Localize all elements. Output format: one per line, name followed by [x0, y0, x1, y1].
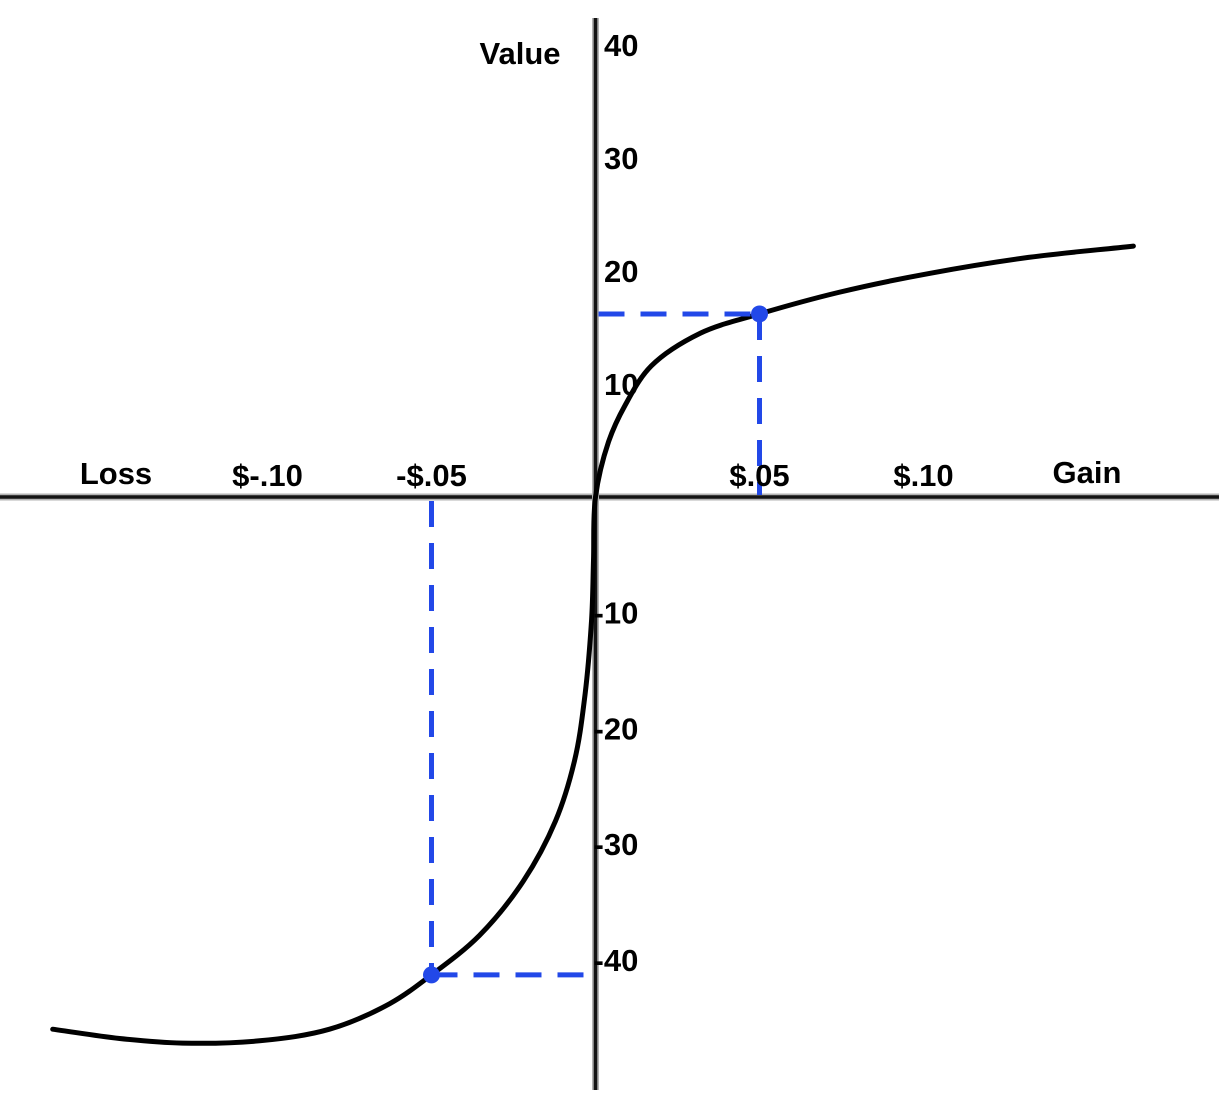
y-tick-label: 30: [604, 141, 638, 176]
x-axis-loss-label: Loss: [79, 456, 153, 491]
y-axis-title: Value: [479, 36, 561, 71]
x-tick-label: $-.10: [232, 458, 303, 493]
y-tick-label: 10: [604, 367, 638, 402]
y-tick-label: 40: [604, 28, 638, 63]
x-tick-label: -$.05: [396, 458, 467, 493]
x-tick-label: $.05: [729, 458, 789, 493]
x-axis-gain-label: Gain: [1052, 455, 1122, 490]
value-function-curve: [50, 243, 1136, 1046]
x-tick-label: $.10: [893, 458, 953, 493]
gain-point-marker: [751, 305, 768, 323]
y-tick-label: -20: [594, 711, 639, 746]
y-tick-label: -10: [594, 596, 639, 631]
y-tick-label: -30: [594, 827, 639, 862]
y-tick-label: -40: [594, 943, 639, 978]
y-tick-label: 20: [604, 254, 638, 289]
loss-point-marker: [423, 966, 440, 984]
